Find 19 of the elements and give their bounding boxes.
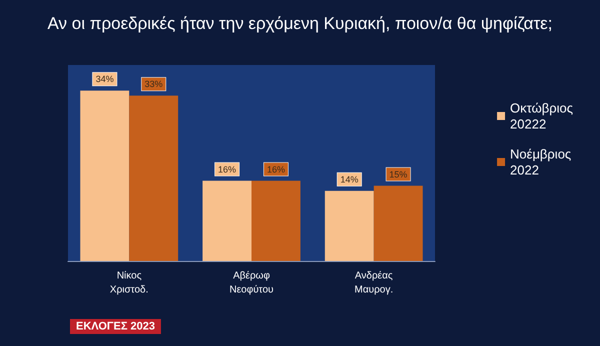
data-label: 16%	[218, 164, 236, 174]
chart-title: Αν οι προεδρικές ήταν την ερχόμενη Κυριακή, ποιον/α θα ψηφίζατε;	[48, 14, 552, 33]
data-label: 15%	[389, 169, 408, 180]
x-tick-label: Αβέρωφ Νεοφύτου	[229, 270, 274, 296]
legend-label: Νοέμβριος 2022	[510, 146, 572, 178]
data-label: 14%	[340, 174, 358, 184]
bar	[374, 186, 423, 261]
bar	[202, 180, 252, 261]
bar	[324, 190, 374, 261]
data-label: 34%	[96, 74, 114, 84]
text: ΕΚΛΟΓΕΣ 2023	[76, 320, 155, 332]
x-tick-label: Νίκος Χριστοδ.	[110, 270, 148, 296]
legend-label: Οκτώβριος 20222	[510, 100, 573, 132]
bar	[129, 96, 178, 261]
bar	[80, 90, 130, 261]
x-tick-label: Ανδρέας Μαυρογ.	[354, 270, 394, 296]
data-label: 33%	[144, 79, 163, 90]
bar	[252, 180, 300, 261]
data-label: 16%	[266, 164, 285, 174]
